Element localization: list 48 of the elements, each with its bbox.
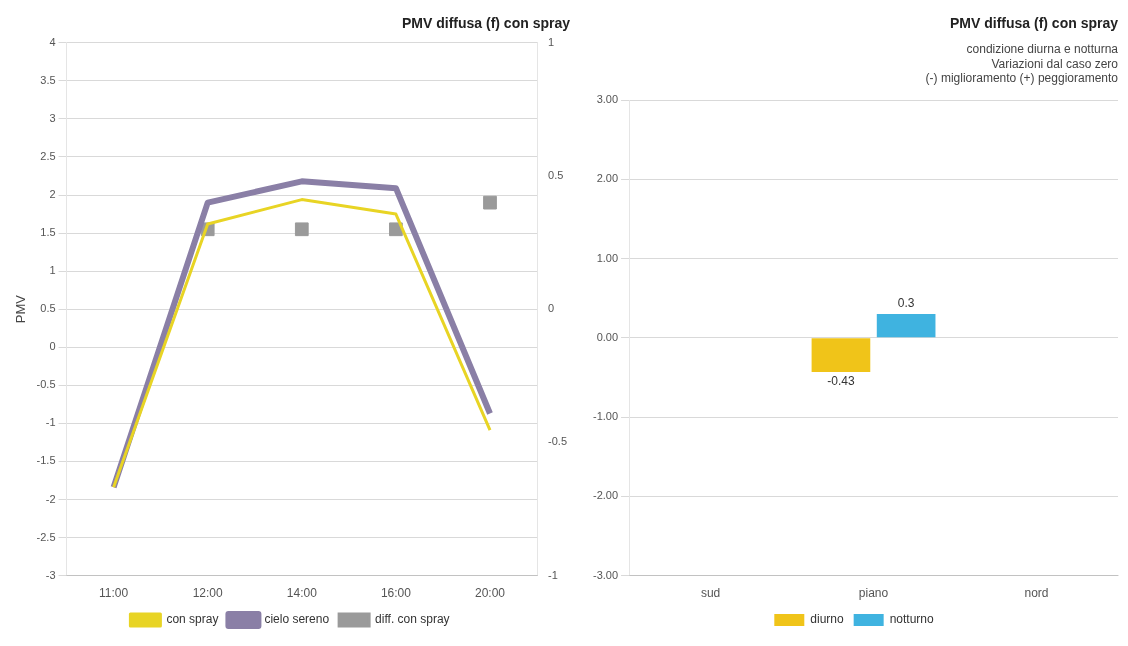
x-tick-label: 12:00 [192, 586, 224, 601]
y2-tick-label: 0.5 [548, 169, 564, 182]
y-tick-label: 3.00 [596, 93, 619, 106]
chart-subtitle: condizione diurna e notturna [966, 42, 1119, 57]
y-tick-label: 0.5 [40, 302, 56, 315]
x-tick-label: nord [1024, 586, 1049, 601]
y-tick-label: -1 [45, 416, 56, 429]
y-tick-label: 1 [49, 264, 56, 277]
y-tick-label: -2 [45, 492, 56, 505]
y-tick-label: 2.5 [40, 150, 56, 162]
y-tick-label: 4 [49, 35, 56, 48]
x-tick-label: piano [858, 586, 889, 601]
legend-label: con spray [166, 612, 219, 627]
y-tick-label: 0.00 [596, 330, 619, 343]
y-tick-label: -1.5 [36, 454, 56, 467]
x-tick-label: 11:00 [99, 586, 129, 601]
y2-tick-label: -1 [548, 568, 558, 581]
x-tick-label: sud [700, 586, 721, 601]
y-tick-label: 3 [49, 111, 56, 124]
y-tick-label: -1.00 [592, 410, 619, 423]
legend-label: cielo sereno [264, 612, 330, 627]
x-tick-label: 20:00 [474, 586, 506, 601]
legend-label: diurno [810, 612, 844, 627]
y-tick-label: -3.00 [592, 568, 619, 581]
y2-tick-label: 1 [548, 35, 555, 48]
legend-label: diff. con spray [375, 612, 450, 627]
y-tick-label: -3 [45, 568, 56, 581]
y-tick-label: 1.00 [596, 251, 619, 264]
y-tick-label: 0 [49, 340, 56, 353]
y2-tick-label: 0 [548, 302, 555, 315]
chart-title: PMV diffusa (f) con spray [949, 15, 1119, 32]
legend-label: notturno [889, 612, 935, 627]
x-tick-label: 14:00 [286, 586, 318, 601]
y-tick-label: -2.00 [592, 489, 619, 502]
data-label: -0.43 [827, 374, 855, 389]
y-tick-label: 2 [49, 188, 56, 201]
y-tick-label: -0.5 [36, 378, 56, 391]
chart-title: PMV diffusa (f) con spray [401, 15, 571, 32]
data-label: 0.3 [897, 296, 915, 311]
y-axis-title: PMV [13, 294, 29, 324]
x-tick-label: 16:00 [380, 586, 412, 601]
y-tick-label: -2.5 [36, 530, 56, 543]
text: Variazioni dal caso zero [991, 56, 1119, 71]
y2-tick-label: -0.5 [548, 435, 568, 448]
y-tick-label: 1.5 [40, 226, 56, 239]
y-tick-label: 2.00 [596, 172, 619, 185]
text: (-) miglioramento (+) peggioramento [925, 71, 1119, 86]
y-tick-label: 3.5 [40, 73, 56, 86]
